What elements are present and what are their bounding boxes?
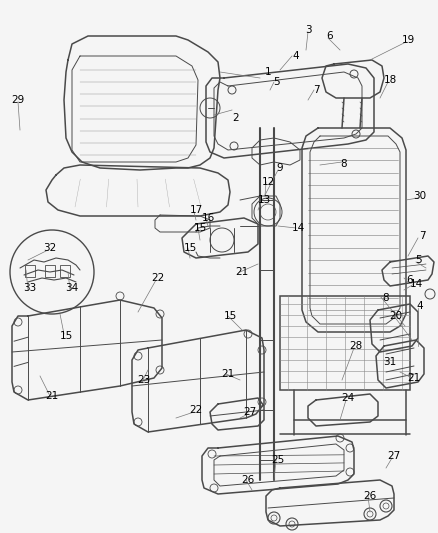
Text: 4: 4: [293, 51, 299, 61]
Text: 18: 18: [383, 75, 397, 85]
Text: 19: 19: [401, 35, 415, 45]
Text: 8: 8: [383, 293, 389, 303]
Text: 26: 26: [241, 475, 254, 485]
Text: 5: 5: [415, 255, 421, 265]
Text: 21: 21: [235, 267, 249, 277]
Bar: [45, 265, 55, 277]
Text: 15: 15: [223, 311, 237, 321]
Text: 27: 27: [244, 407, 257, 417]
Text: 8: 8: [341, 159, 347, 169]
Text: 21: 21: [407, 373, 420, 383]
Text: 6: 6: [327, 31, 333, 41]
Text: 5: 5: [273, 77, 279, 87]
Text: 21: 21: [221, 369, 235, 379]
Text: 34: 34: [65, 283, 79, 293]
Bar: [280, 296, 410, 390]
Text: 16: 16: [201, 213, 215, 223]
Text: 17: 17: [189, 205, 203, 215]
Text: 2: 2: [233, 113, 239, 123]
Text: 22: 22: [152, 273, 165, 283]
Text: 9: 9: [277, 163, 283, 173]
Text: 24: 24: [341, 393, 355, 403]
Text: 25: 25: [272, 455, 285, 465]
Text: 20: 20: [389, 311, 403, 321]
Bar: [25, 265, 35, 277]
Text: 26: 26: [364, 491, 377, 501]
Text: 14: 14: [291, 223, 304, 233]
Text: 7: 7: [313, 85, 319, 95]
Bar: [60, 265, 70, 277]
Text: 13: 13: [258, 195, 271, 205]
Text: 31: 31: [383, 357, 397, 367]
Text: 6: 6: [407, 275, 413, 285]
Text: 7: 7: [419, 231, 425, 241]
Text: 3: 3: [305, 25, 311, 35]
Text: 32: 32: [43, 243, 57, 253]
Text: 27: 27: [387, 451, 401, 461]
Text: 28: 28: [350, 341, 363, 351]
Text: 30: 30: [413, 191, 427, 201]
Text: 22: 22: [189, 405, 203, 415]
Text: 12: 12: [261, 177, 275, 187]
Text: 15: 15: [184, 243, 197, 253]
Text: 4: 4: [417, 301, 423, 311]
Text: 21: 21: [46, 391, 59, 401]
Text: 15: 15: [193, 223, 207, 233]
Text: 14: 14: [410, 279, 423, 289]
Text: 1: 1: [265, 67, 271, 77]
Text: 33: 33: [23, 283, 37, 293]
Text: 15: 15: [60, 331, 73, 341]
Text: 29: 29: [11, 95, 25, 105]
Text: 23: 23: [138, 375, 151, 385]
